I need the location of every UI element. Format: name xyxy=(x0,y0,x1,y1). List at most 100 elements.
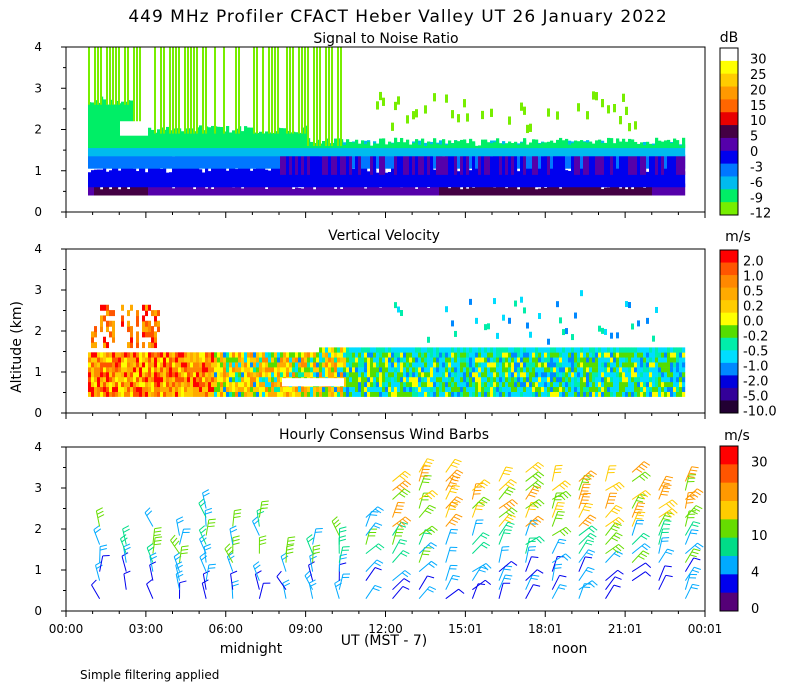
snr-cell xyxy=(367,141,371,149)
wind-barb-flag xyxy=(404,570,411,576)
snr-cell xyxy=(556,139,560,149)
wind-barb-flag xyxy=(120,534,127,540)
vv-cell xyxy=(436,391,440,397)
wind-barb-flag xyxy=(693,507,701,512)
wind-barb-flag xyxy=(505,483,512,489)
snr-cell xyxy=(262,145,266,157)
wind-barb xyxy=(605,532,617,545)
wind-barb xyxy=(392,550,404,563)
vv-cell xyxy=(589,362,593,368)
vv-cell xyxy=(520,347,524,353)
vv-cell xyxy=(568,367,572,373)
snr-cell xyxy=(496,169,500,188)
snr-cell xyxy=(394,101,397,111)
snr-cell xyxy=(562,140,566,149)
vv-cell xyxy=(646,357,650,363)
snr-cell xyxy=(106,47,108,105)
snr-cell xyxy=(499,144,503,157)
wind-barb-flag xyxy=(401,473,409,479)
vv-cell xyxy=(280,357,284,363)
wind-barb-flag xyxy=(535,464,542,470)
vv-cell xyxy=(493,386,497,392)
vv-cell xyxy=(193,352,197,358)
vv-cell xyxy=(451,352,455,358)
vv-cell xyxy=(469,391,473,397)
vv-cell xyxy=(472,376,476,383)
vv-cell xyxy=(382,372,386,378)
vv-cell xyxy=(625,367,629,373)
vv-cell xyxy=(673,367,677,373)
vv-cell xyxy=(106,352,110,358)
vv-cell xyxy=(634,357,638,363)
vv-cell xyxy=(280,362,284,368)
vv-cell xyxy=(601,386,605,392)
vv-cell xyxy=(466,367,470,373)
vv-cell xyxy=(379,367,383,373)
vv-cell xyxy=(97,372,101,378)
snr-cell xyxy=(658,169,662,188)
snr-cell xyxy=(139,145,143,157)
vv-cell xyxy=(481,381,485,388)
wind-barb-flag xyxy=(532,475,539,481)
vv-cell xyxy=(358,362,362,368)
snr-cell xyxy=(604,187,608,196)
vv-cell xyxy=(544,352,548,358)
wind-barb-flag xyxy=(144,507,151,513)
wind-barb-flag xyxy=(423,532,431,535)
snr-cell xyxy=(226,180,230,196)
snr-cell xyxy=(229,153,233,169)
vv-cell xyxy=(346,391,350,397)
snr-cell xyxy=(448,147,452,157)
snr-cell xyxy=(199,140,203,157)
vv-cell xyxy=(244,386,248,392)
snr-cell xyxy=(619,188,623,196)
wind-barb xyxy=(152,537,156,554)
vv-cell xyxy=(421,362,425,368)
vv-cell xyxy=(355,386,359,392)
vv-cell xyxy=(472,347,476,353)
vv-cell xyxy=(562,352,566,358)
vv-cell xyxy=(388,362,392,368)
wind-barb-flag xyxy=(695,505,703,510)
vv-cell xyxy=(229,362,233,368)
vv-cell xyxy=(154,362,158,368)
snr-cell xyxy=(226,170,230,188)
vv-cell xyxy=(559,381,563,388)
vv-cell xyxy=(607,347,611,353)
vv-cell xyxy=(190,381,194,388)
snr-cell xyxy=(313,163,317,188)
snr-cell xyxy=(298,132,302,149)
snr-cell xyxy=(166,126,170,149)
vv-cell xyxy=(112,376,116,383)
vv-cell xyxy=(88,362,92,368)
vv-cell xyxy=(601,352,605,358)
snr-cell xyxy=(484,170,488,188)
vv-cell xyxy=(652,372,656,378)
vv-cell xyxy=(175,372,179,378)
vv-cell xyxy=(214,362,218,368)
vv-cell xyxy=(505,381,509,388)
snr-cell xyxy=(322,156,326,175)
vv-cell xyxy=(166,391,170,397)
vv-cell xyxy=(682,347,686,353)
vv-cell xyxy=(247,372,251,378)
snr-cell xyxy=(394,143,398,157)
vv-cell xyxy=(109,331,112,338)
vv-cell xyxy=(121,372,125,378)
wind-barb-flag xyxy=(482,564,489,571)
vv-cell xyxy=(250,352,254,358)
vv-cell xyxy=(250,357,254,363)
vv-cell xyxy=(385,362,389,368)
vv-cell xyxy=(394,372,398,378)
vv-cell xyxy=(121,304,124,311)
vv-cell xyxy=(445,367,449,373)
snr-cell xyxy=(196,127,200,149)
wind-barb-flag xyxy=(613,507,621,512)
wind-barb-flag xyxy=(538,499,545,505)
snr-cell xyxy=(235,140,239,157)
wind-barb-flag xyxy=(539,536,545,542)
vv-cell xyxy=(382,357,386,363)
vv-cell xyxy=(220,381,224,388)
vv-cell xyxy=(652,376,656,383)
